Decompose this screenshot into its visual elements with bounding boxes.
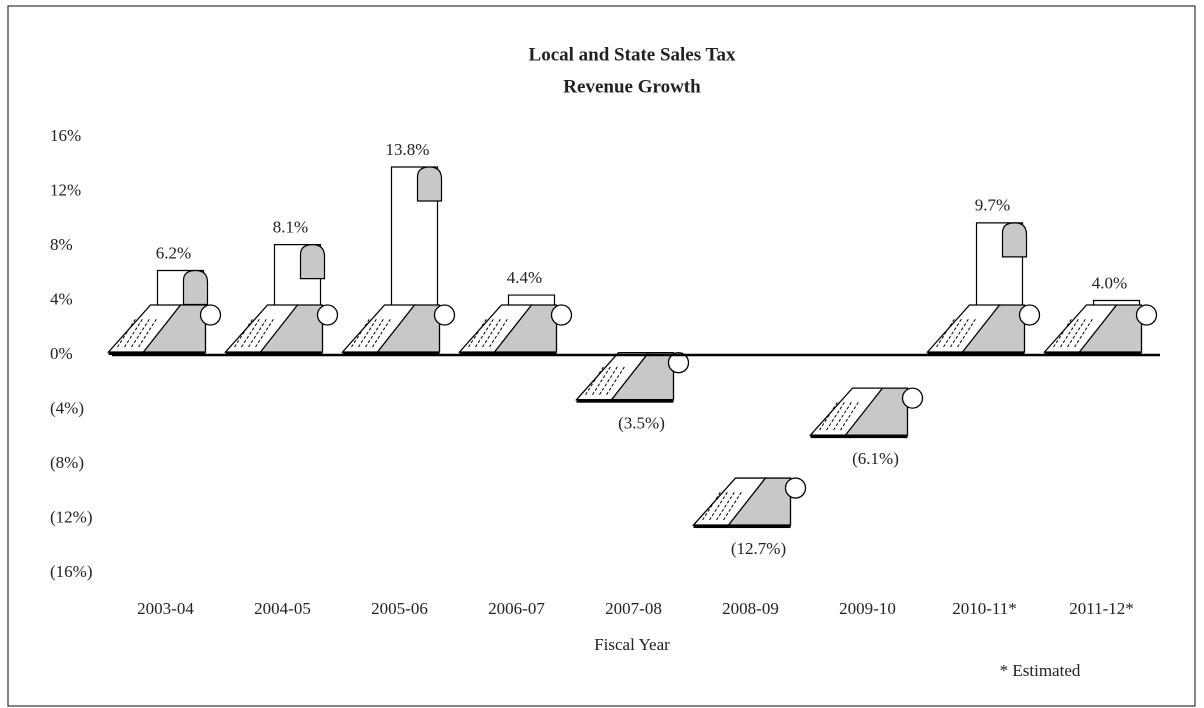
y-tick-label: 4%	[50, 289, 73, 308]
value-label: 6.2%	[156, 243, 191, 262]
register-keys	[592, 366, 611, 395]
x-tick-label: 2004-05	[254, 599, 311, 618]
register-keys	[943, 318, 962, 348]
register-keys	[1053, 318, 1072, 348]
register-keys	[840, 401, 859, 431]
register-base	[342, 352, 440, 355]
register-base	[576, 399, 674, 403]
register-base	[459, 352, 557, 355]
register-knob	[784, 477, 807, 499]
register-base	[108, 352, 206, 355]
register-keys	[936, 318, 955, 348]
x-tick-label: 2011-12*	[1069, 599, 1134, 618]
register-keys	[131, 318, 150, 348]
x-tick-label: 2010-11*	[952, 599, 1017, 618]
register-knob	[433, 304, 456, 326]
x-tick-label: 2008-09	[722, 599, 779, 618]
register-base	[693, 525, 791, 529]
register-keys	[468, 318, 487, 348]
receipt-curl	[1001, 222, 1028, 258]
register-keys	[702, 491, 721, 521]
register-keys	[365, 318, 384, 348]
register-keys	[255, 318, 274, 348]
value-label: 13.8%	[386, 140, 430, 159]
register-knob	[1018, 304, 1041, 326]
value-label: 4.4%	[507, 268, 542, 287]
receipt	[1092, 299, 1141, 305]
register-keys	[241, 318, 260, 348]
y-tick-label: 8%	[50, 235, 73, 254]
register-keys	[117, 318, 136, 348]
register-knob	[667, 352, 690, 374]
value-label: 4.0%	[1092, 273, 1127, 292]
y-tick-label: (16%)	[50, 562, 92, 581]
register-knob	[199, 304, 222, 326]
register-keys	[489, 318, 508, 348]
register-keys	[957, 318, 976, 348]
x-tick-label: 2009-10	[839, 599, 896, 618]
register-keys	[709, 491, 728, 521]
x-tick-label: 2005-06	[371, 599, 428, 618]
register-knob	[316, 304, 339, 326]
y-tick-label: 16%	[50, 126, 81, 145]
register-base	[810, 435, 908, 439]
register-base	[1044, 352, 1142, 355]
register-keys	[1074, 318, 1093, 348]
register-keys	[1067, 318, 1086, 348]
value-label: (12.7%)	[731, 539, 786, 558]
receipt-curl	[416, 166, 443, 202]
register-keys	[358, 318, 377, 348]
x-tick-label: 2003-04	[137, 599, 194, 618]
value-label: 8.1%	[273, 218, 308, 237]
register-keys	[723, 491, 742, 521]
chart-title: Local and State Sales Tax	[529, 44, 736, 65]
register-base	[927, 352, 1025, 355]
register-knob	[901, 387, 924, 409]
x-tick-label: 2007-08	[605, 599, 662, 618]
register-keys	[826, 401, 845, 431]
chart-title: Revenue Growth	[563, 76, 701, 97]
register-keys	[482, 318, 501, 348]
register-keys	[819, 401, 838, 431]
y-tick-label: 0%	[50, 344, 73, 363]
register-keys	[351, 318, 370, 348]
y-tick-label: (4%)	[50, 398, 84, 417]
register-keys	[372, 318, 391, 348]
y-tick-label: 12%	[50, 180, 81, 199]
register-keys	[716, 491, 735, 521]
value-label: (6.1%)	[852, 449, 899, 468]
register-keys	[1060, 318, 1079, 348]
y-tick-label: (8%)	[50, 453, 84, 472]
register-base	[225, 352, 323, 355]
register-knob	[1135, 304, 1158, 326]
x-axis-label: Fiscal Year	[594, 635, 670, 654]
register-keys	[599, 366, 618, 395]
register-keys	[585, 366, 604, 395]
value-label: 9.7%	[975, 196, 1010, 215]
register-keys	[950, 318, 969, 348]
receipt	[507, 294, 556, 305]
receipt-curl	[299, 244, 326, 280]
register-body	[727, 477, 792, 526]
receipt-curl	[182, 269, 209, 306]
register-keys	[833, 401, 852, 431]
register-body	[844, 387, 909, 436]
x-tick-label: 2006-07	[488, 599, 545, 618]
register-keys	[475, 318, 494, 348]
value-label: (3.5%)	[618, 414, 665, 433]
register-keys	[234, 318, 253, 348]
annotation: * Estimated	[1000, 661, 1081, 680]
register-knob	[550, 304, 573, 326]
register-keys	[248, 318, 267, 348]
register-keys	[138, 318, 157, 348]
register-keys	[124, 318, 143, 348]
y-tick-label: (12%)	[50, 507, 92, 526]
register-keys	[606, 366, 625, 395]
